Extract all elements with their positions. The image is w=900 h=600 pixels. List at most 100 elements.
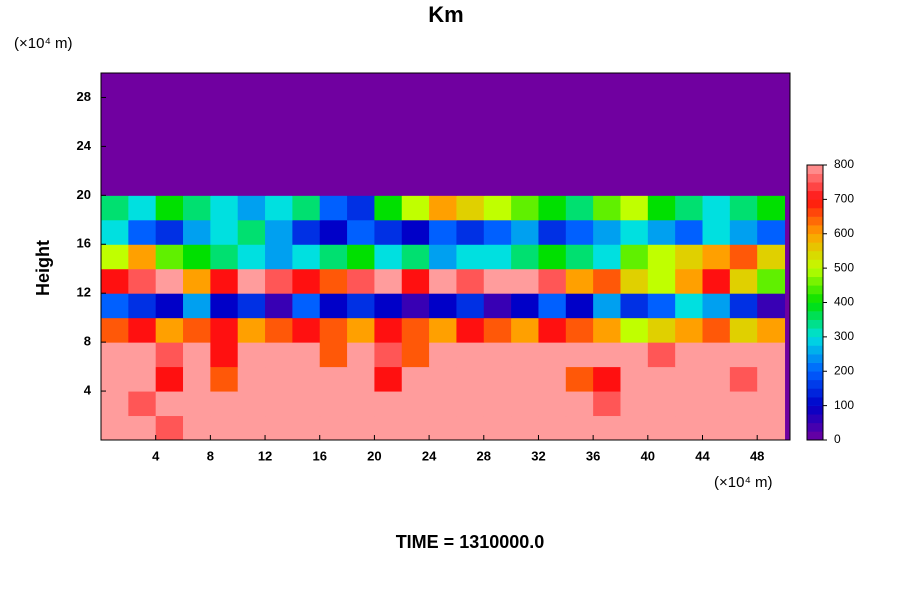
- heat-cell: [101, 195, 129, 221]
- heat-cell: [565, 73, 594, 98]
- heat-cell: [757, 195, 786, 221]
- heat-cell: [620, 342, 649, 368]
- colorbar-tick-label: 200: [834, 363, 854, 377]
- heat-cell: [456, 366, 485, 392]
- heat-cell: [128, 293, 157, 319]
- heat-cell: [675, 391, 704, 417]
- heat-cell: [647, 244, 676, 270]
- heat-cell: [647, 219, 676, 245]
- heat-cell: [729, 415, 758, 441]
- heat-cell: [237, 121, 266, 147]
- y-tick-label: 4: [84, 383, 92, 398]
- heat-cell: [374, 293, 403, 319]
- heat-cell: [374, 146, 403, 172]
- colorbar-band: [807, 379, 823, 389]
- heat-cell: [401, 268, 430, 294]
- heat-cell: [729, 268, 758, 294]
- heat-cell: [620, 170, 649, 196]
- heat-cell: [128, 317, 157, 343]
- heat-cell: [128, 121, 157, 147]
- y-tick-label: 16: [77, 236, 91, 251]
- heat-cell: [210, 244, 239, 270]
- heat-cell: [620, 73, 649, 98]
- heat-cell: [757, 121, 786, 147]
- heat-cell: [702, 415, 731, 441]
- heat-cell: [237, 97, 266, 123]
- colorbar-band: [807, 362, 823, 372]
- heat-cell: [729, 195, 758, 221]
- x-tick-label: 28: [477, 448, 491, 463]
- heat-cell: [319, 244, 348, 270]
- x-unit: (×10⁴ m): [714, 474, 773, 491]
- heat-cell: [511, 244, 539, 270]
- heat-cell: [565, 366, 594, 392]
- heat-cell: [101, 415, 129, 441]
- heat-cell: [593, 366, 621, 392]
- heat-cell: [210, 195, 239, 221]
- colorbar-band: [807, 233, 823, 243]
- heat-cell: [401, 195, 430, 221]
- heat-cell: [620, 268, 649, 294]
- colorbar-band: [807, 319, 823, 329]
- heat-cell: [101, 97, 129, 123]
- heat-cell: [128, 97, 157, 123]
- heat-cell: [128, 268, 157, 294]
- heat-cell: [210, 317, 239, 343]
- heat-cell: [292, 195, 321, 221]
- heat-cell: [401, 415, 430, 441]
- heat-cell: [675, 342, 704, 368]
- heat-cell: [183, 317, 211, 343]
- heat-cell: [483, 121, 512, 147]
- heat-cell: [265, 97, 293, 123]
- heat-cell: [565, 195, 594, 221]
- heat-cell: [374, 121, 403, 147]
- heat-cell: [429, 97, 457, 123]
- heat-cell: [155, 366, 184, 392]
- heat-cell: [483, 146, 512, 172]
- heat-cell: [101, 73, 129, 98]
- heat-cell: [101, 121, 129, 147]
- heat-cell: [647, 121, 676, 147]
- heat-cell: [647, 342, 676, 368]
- heat-cell: [729, 391, 758, 417]
- heat-cell: [702, 342, 731, 368]
- heat-cell: [456, 244, 485, 270]
- heat-cell: [757, 293, 786, 319]
- heat-cell: [128, 146, 157, 172]
- heat-cell: [374, 415, 403, 441]
- heat-cell: [620, 415, 649, 441]
- heat-cell: [265, 391, 293, 417]
- heat-cell: [237, 170, 266, 196]
- heat-cell: [401, 317, 430, 343]
- heat-cell: [702, 391, 731, 417]
- heat-cell: [155, 73, 184, 98]
- heat-cell: [702, 293, 731, 319]
- heat-cell: [647, 366, 676, 392]
- heat-cell: [183, 73, 211, 98]
- y-tick-label: 20: [77, 187, 91, 202]
- heat-cell: [128, 342, 157, 368]
- heat-cell: [565, 244, 594, 270]
- heat-cell: [292, 366, 321, 392]
- heat-cell: [757, 366, 786, 392]
- heat-cell: [647, 391, 676, 417]
- heat-cell: [593, 121, 621, 147]
- heat-cell: [511, 195, 539, 221]
- heat-cell: [183, 366, 211, 392]
- heat-cell: [292, 121, 321, 147]
- heat-cell: [757, 268, 786, 294]
- heat-cell: [237, 391, 266, 417]
- x-tick-label: 44: [695, 448, 710, 463]
- heat-cell: [757, 317, 786, 343]
- heat-cell: [593, 244, 621, 270]
- heat-cell: [237, 73, 266, 98]
- heat-cell: [183, 293, 211, 319]
- heat-cell: [456, 146, 485, 172]
- heat-cell: [319, 170, 348, 196]
- heat-cell: [319, 146, 348, 172]
- heat-cell: [101, 244, 129, 270]
- heat-cell: [538, 391, 567, 417]
- heat-cell: [511, 73, 539, 98]
- heat-cell: [757, 97, 786, 123]
